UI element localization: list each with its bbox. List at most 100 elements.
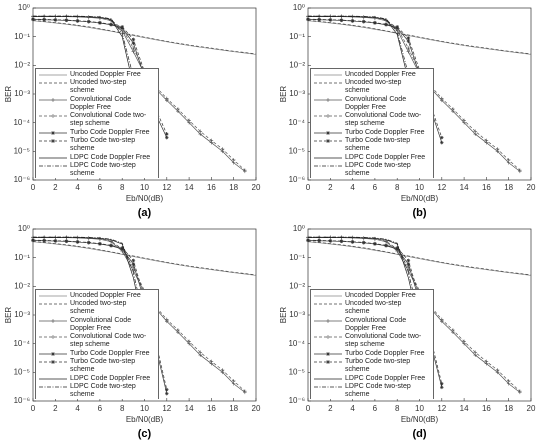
y-tick-label: 10⁻²	[14, 60, 30, 69]
legend-entry: Convolutional Code two-step scheme	[313, 112, 431, 128]
legend-swatch	[39, 139, 67, 143]
y-axis-label: BER	[279, 86, 288, 103]
x-tick-label: 4	[350, 183, 355, 192]
y-tick-label: 10⁻⁶	[14, 396, 30, 405]
series-line	[308, 237, 431, 388]
point-marker	[176, 328, 180, 332]
caption: (d)	[412, 428, 426, 440]
panel: 0 2 4 6 8 10 12 14 16 18 20 10⁻⁶ 10⁻⁵ 10⁻⁴ 10⁻³ 10⁻² 10⁻…	[4, 224, 261, 440]
point-marker	[361, 240, 366, 245]
legend-swatch	[314, 114, 342, 118]
x-tick-label: 12	[162, 183, 171, 192]
point-marker	[462, 118, 466, 123]
legend-swatch	[314, 360, 342, 364]
legend-swatch	[314, 165, 342, 167]
legend-label: Convolutional Code two-step scheme	[70, 112, 147, 127]
caption: (c)	[138, 428, 152, 440]
legend-label: Convolutional Code two-step scheme	[345, 333, 422, 348]
point-marker	[165, 96, 169, 101]
legend-swatch	[314, 295, 342, 296]
x-tick-label: 8	[120, 183, 125, 192]
legend-swatch	[39, 74, 67, 75]
point-marker	[328, 238, 333, 243]
legend-swatch	[39, 360, 67, 364]
point-marker	[440, 140, 444, 145]
legend-entry: LDPC Code two-step scheme	[38, 383, 156, 399]
point-marker	[440, 96, 444, 101]
x-tick-label: 6	[98, 183, 103, 192]
point-marker	[484, 359, 489, 364]
legend-label: Turbo Code two-step scheme	[70, 358, 136, 373]
series-line	[308, 16, 420, 158]
legend-label: Turbo Code Doppler Free	[70, 128, 150, 136]
x-tick-label: 16	[207, 183, 216, 192]
x-tick-label: 14	[185, 404, 194, 413]
point-marker	[440, 381, 444, 386]
x-tick-label: 10	[415, 404, 424, 413]
point-marker	[42, 17, 46, 22]
x-axis-label: Eb/N0(dB)	[126, 194, 164, 203]
point-marker	[506, 158, 511, 162]
legend-swatch	[39, 351, 67, 356]
legend-entry: Uncoded Doppler Free	[313, 292, 431, 300]
y-tick-label: 10⁻³	[289, 310, 305, 319]
x-tick-label: 20	[527, 404, 536, 413]
point-marker	[53, 238, 58, 243]
point-marker	[495, 147, 500, 151]
x-tick-label: 18	[229, 183, 238, 192]
legend-entry: LDPC Code two-step scheme	[313, 383, 431, 399]
x-tick-label: 0	[306, 183, 311, 192]
legend-label: Convolutional Code Doppler Free	[70, 95, 132, 111]
legend-entry: Turbo Code two-step scheme	[313, 358, 431, 374]
legend-label: Turbo Code two-step scheme	[345, 137, 411, 152]
y-tick-label: 10⁻⁴	[288, 339, 305, 348]
legend-marker	[51, 335, 55, 339]
y-tick-label: 10⁰	[293, 3, 305, 12]
point-marker	[384, 243, 388, 248]
y-tick-label: 10⁰	[18, 3, 30, 12]
legend-marker	[326, 97, 330, 102]
legend-marker	[51, 318, 55, 323]
legend-label: Turbo Code Doppler Free	[345, 128, 425, 136]
legend-swatch	[314, 74, 342, 75]
legend-entry: LDPC Code Doppler Free	[38, 154, 156, 162]
point-marker	[506, 379, 511, 383]
x-tick-label: 6	[98, 404, 103, 413]
y-tick-label: 10⁻¹	[14, 253, 30, 262]
point-marker	[406, 36, 411, 40]
legend-entry: LDPC Code two-step scheme	[38, 162, 156, 178]
legend-marker	[51, 114, 55, 118]
point-marker	[395, 25, 399, 29]
point-marker	[473, 129, 478, 134]
x-tick-label: 12	[437, 183, 446, 192]
x-tick-label: 10	[140, 183, 149, 192]
point-marker	[406, 262, 411, 266]
legend-label: Uncoded two-step scheme	[345, 79, 402, 94]
legend-label: Convolutional Code Doppler Free	[70, 316, 132, 332]
point-marker	[518, 389, 522, 393]
point-marker	[350, 239, 355, 244]
x-tick-label: 20	[252, 404, 261, 413]
y-tick-label: 10⁻²	[289, 281, 305, 290]
legend-marker	[326, 335, 330, 339]
point-marker	[31, 238, 35, 242]
point-marker	[317, 238, 321, 243]
y-tick-label: 10⁻⁵	[289, 367, 305, 376]
legend-label: Uncoded Doppler Free	[70, 291, 141, 299]
x-tick-label: 14	[460, 183, 469, 192]
point-marker	[131, 37, 136, 42]
legend-swatch	[314, 303, 342, 305]
y-tick-label: 10⁻⁵	[14, 367, 30, 376]
legend-label: Uncoded Doppler Free	[345, 291, 416, 299]
legend-swatch	[39, 378, 67, 379]
legend-box: Uncoded Doppler Free Uncoded two-step sch…	[310, 289, 434, 399]
legend-marker	[326, 360, 330, 364]
point-marker	[440, 317, 444, 322]
x-tick-label: 2	[328, 404, 333, 413]
y-tick-label: 10⁻⁵	[14, 146, 30, 155]
series-line	[33, 236, 156, 394]
point-marker	[473, 350, 478, 355]
point-marker	[440, 385, 444, 390]
